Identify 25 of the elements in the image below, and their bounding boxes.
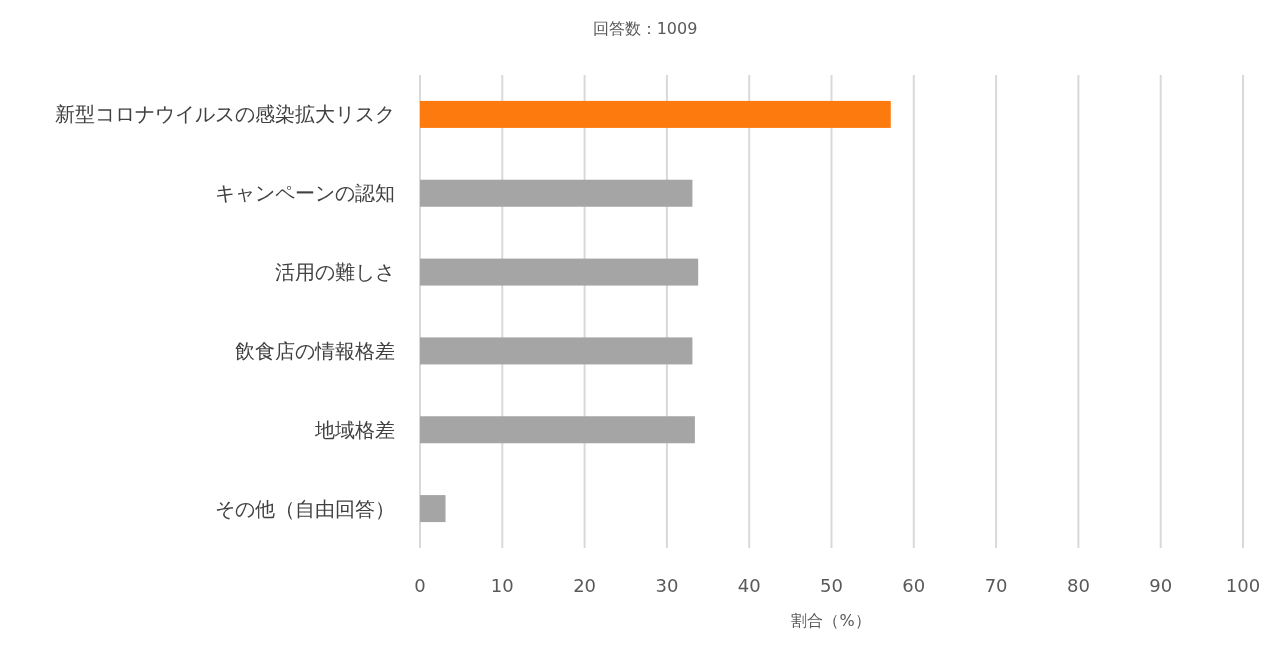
bar [420,337,693,365]
bar [420,100,891,128]
x-tick-label: 60 [902,575,926,596]
x-tick-label: 80 [1066,575,1090,596]
bar [420,495,446,523]
bar [420,179,693,207]
bar [420,258,699,286]
x-tick-label: 40 [737,575,761,596]
y-tick-label: 地域格差 [314,417,395,442]
x-tick-label: 50 [820,575,843,596]
x-tick-label: 30 [655,575,679,596]
bar [420,416,695,444]
y-tick-label: 飲食店の情報格差 [235,338,395,363]
x-tick-label: 90 [1149,575,1173,596]
y-tick-label: 新型コロナウイルスの感染拡大リスク [55,102,395,127]
x-tick-label: 0 [414,575,426,596]
x-tick-label: 10 [490,575,514,596]
x-tick-label: 70 [984,575,1008,596]
x-axis-title: 割合（%） [791,611,871,630]
y-tick-label: その他（自由回答） [215,496,395,521]
x-tick-label: 20 [573,575,597,596]
chart-title: 回答数：1009 [592,19,698,38]
y-tick-label: キャンペーンの認知 [215,181,395,206]
y-tick-label: 活用の難しさ [275,260,395,285]
x-tick-label: 100 [1225,575,1261,596]
